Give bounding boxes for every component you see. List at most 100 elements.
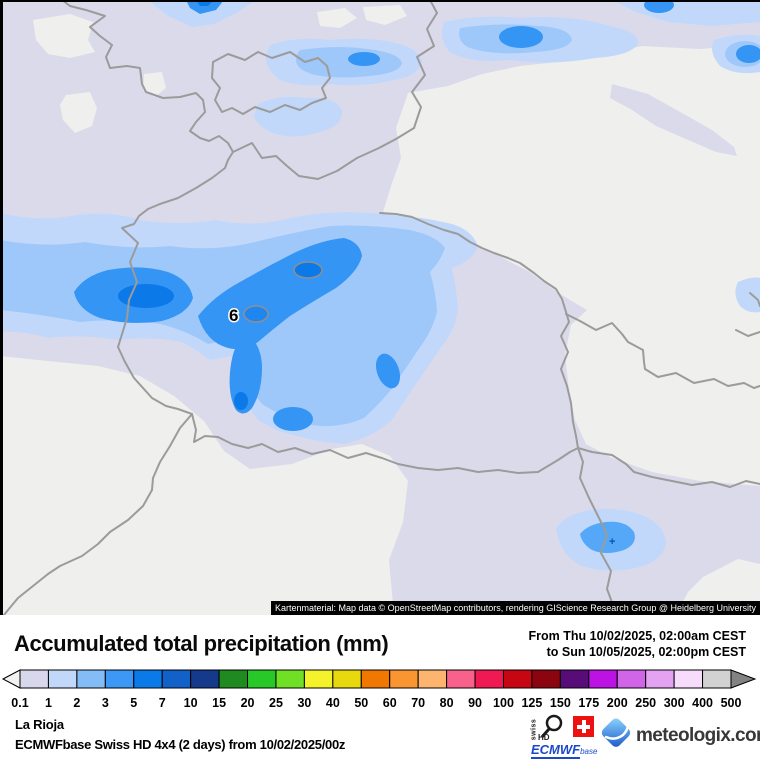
period-to: to Sun 10/05/2025, 02:00pm CEST [546,645,746,659]
legend-cell [133,669,163,689]
legend-tick-label: 2 [73,696,80,710]
legend-cell [673,669,704,689]
dry-region [33,14,95,58]
border-southwest [3,413,193,615]
legend-cell [247,669,277,689]
legend-cell [47,669,78,689]
legend-cell [645,669,675,689]
legend-tick-label: 15 [212,696,226,710]
meteologix-logo: meteologix.com [598,716,760,760]
legend-tick-label: 300 [664,696,685,710]
border-northeast-loop [565,313,760,389]
legend-tick-label: 7 [159,696,166,710]
legend-tick-label: 150 [550,696,571,710]
dry-region [143,72,166,97]
period-from: From Thu 10/02/2025, 02:00am CEST [528,629,746,643]
rain-core [186,0,224,14]
local-max-marker: + [609,536,615,548]
meteologix-gem-icon [601,718,631,747]
legend-cell [161,669,192,689]
rain-core-streak [375,353,401,389]
border-enclave [211,51,331,115]
legend-cell [702,669,732,689]
legend-tick-label: 1 [45,696,52,710]
legend-tick-label: 25 [269,696,283,710]
legend-cell [360,669,391,689]
rain-area [254,96,343,137]
swiss-hd-logo: swiss HD ECMWFbase [530,714,603,759]
region-label: La Rioja [15,717,64,732]
legend-cell [104,669,135,689]
legend-cell [303,669,334,689]
magnifier-icon [540,714,563,738]
swiss-flag-icon [573,716,594,737]
rain-core [736,45,760,63]
page-title: Accumulated total precipitation (mm) [14,631,389,656]
ecmwf-base-logo: ECMWFbase [531,742,598,759]
dry-region-southwest [0,356,408,615]
legend-cell [190,669,220,689]
info-panel: Accumulated total precipitation (mm) Fro… [0,615,760,760]
contour-max-spot [293,261,323,279]
border-spur [735,329,760,337]
legend-cell [417,669,448,689]
max-value-label: 6 [229,306,238,325]
legend-cell [559,669,590,689]
border-mid-diagonal [232,127,415,180]
border-central-diagonal [379,212,614,615]
dry-region [60,92,97,133]
meteologix-wordmark: meteologix.com [636,725,760,746]
legend-cell [389,669,419,689]
dry-region [317,8,357,28]
rain-core [499,26,543,48]
legend-cell [502,669,533,689]
max-value-contour [243,305,269,323]
legend-tick-label: 90 [468,696,482,710]
rain-core-southeast [580,521,635,553]
precipitation-map: 6 + Kartenmaterial: Map data © OpenStree… [0,0,760,615]
legend-tick-label: 80 [440,696,454,710]
rain-area [735,277,760,313]
legend-tick-label: 500 [721,696,742,710]
border-east [577,447,760,488]
legend-tick-label: 10 [184,696,198,710]
legend-tick-label: 125 [521,696,542,710]
legend-tick-label: 50 [354,696,368,710]
border-north [411,0,438,129]
border-spur [749,292,760,307]
legend-tick-label: 3 [102,696,109,710]
map-canvas: 6 + [0,0,760,615]
legend-tick-label: 20 [241,696,255,710]
map-frame-top [0,0,760,2]
legend-left-arrow [1,669,21,689]
legend-tick-label: 200 [607,696,628,710]
legend-tick-label: 40 [326,696,340,710]
legend-tick-label: 250 [635,696,656,710]
heavy-rain-spot [234,392,248,410]
rain-core-lobe [273,407,313,431]
legend-right-arrow [730,669,757,689]
legend-cell [76,669,106,689]
map-attribution: Kartenmaterial: Map data © OpenStreetMap… [271,601,760,615]
legend-tick-label: 30 [297,696,311,710]
forecast-period: From Thu 10/02/2025, 02:00am CEST to Sun… [529,628,746,660]
legend-cell [474,669,504,689]
legend-tick-label: 175 [578,696,599,710]
color-scale-legend: 0.1 1 2 3 5 7 10 15 20 25 30 40 50 60 70 80 90 100 125 150 1… [1,669,757,710]
legend-tick-label: 70 [411,696,425,710]
legend-tick-label: 60 [383,696,397,710]
rain-core [644,0,674,13]
legend-tick-label: 100 [493,696,514,710]
legend-tick-label: 5 [130,696,137,710]
map-frame-left [0,0,3,615]
legend-cell [218,669,249,689]
dry-region [363,5,407,25]
legend-tick-label: 400 [692,696,713,710]
legend-cell [332,669,362,689]
legend-cell [588,669,618,689]
light-precip-band [610,84,737,156]
border-west [61,0,234,415]
legend-tick-label: 0.1 [11,696,28,710]
legend-cell [275,669,305,689]
